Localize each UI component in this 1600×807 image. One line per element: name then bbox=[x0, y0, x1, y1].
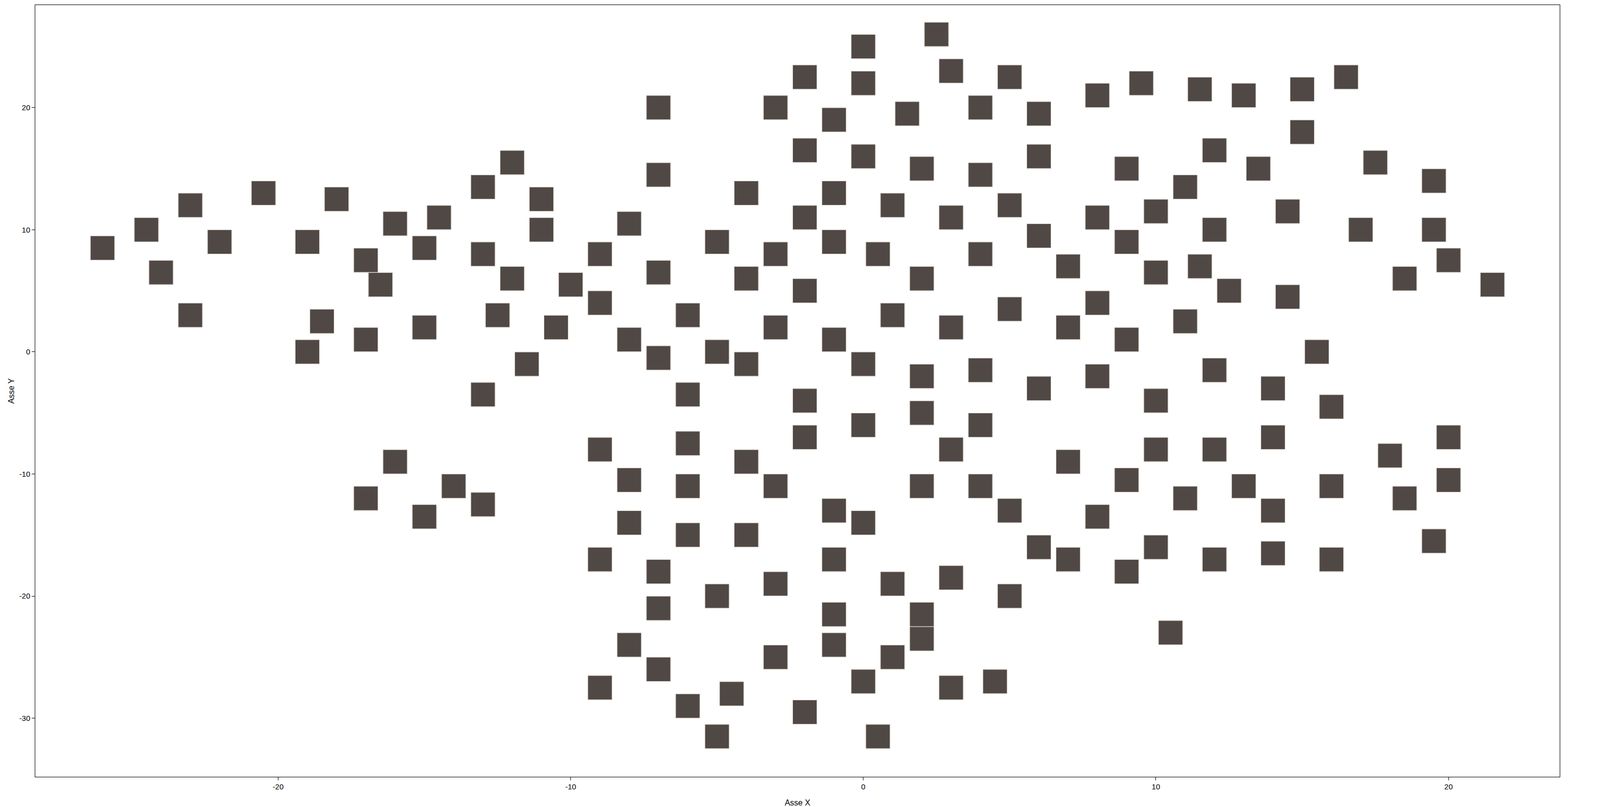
svg-text:-20: -20 bbox=[19, 591, 31, 601]
svg-text:0: 0 bbox=[861, 782, 866, 791]
svg-text:Asse Y: Asse Y bbox=[7, 378, 16, 404]
svg-text:20: 20 bbox=[21, 103, 31, 112]
svg-text:10: 10 bbox=[21, 225, 31, 235]
svg-text:10: 10 bbox=[1151, 782, 1161, 791]
svg-text:-10: -10 bbox=[19, 469, 31, 479]
svg-text:20: 20 bbox=[1444, 782, 1453, 791]
svg-text:0: 0 bbox=[26, 347, 31, 356]
svg-text:-20: -20 bbox=[272, 782, 284, 791]
svg-text:Asse X: Asse X bbox=[784, 798, 811, 807]
svg-text:-10: -10 bbox=[565, 782, 577, 791]
svg-text:-30: -30 bbox=[19, 713, 31, 723]
